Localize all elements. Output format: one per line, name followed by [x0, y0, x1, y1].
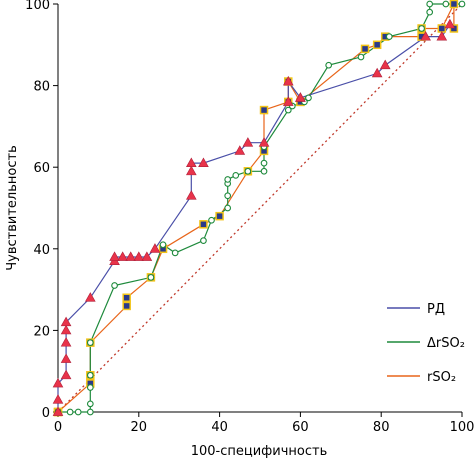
point-rso2 [437, 24, 447, 33]
point-drso2 [200, 237, 207, 244]
point-rd [379, 59, 391, 70]
point-drso2 [458, 0, 466, 8]
point-drso2 [244, 167, 252, 175]
point-drso2 [357, 53, 365, 61]
point-rd [60, 353, 72, 363]
point-drso2 [224, 176, 232, 183]
legend-label-drso2: ΔrSO₂ [427, 336, 465, 351]
point-rd [444, 18, 456, 29]
legend: РД ΔrSO₂ rSO₂ [387, 302, 465, 385]
point-rd [141, 251, 153, 261]
series-line-rd [57, 24, 451, 412]
point-drso2 [426, 0, 434, 8]
point-rd [85, 292, 96, 302]
x-tick-label: 0 [54, 420, 62, 435]
point-rd [436, 31, 448, 41]
point-drso2 [86, 408, 94, 416]
point-rd [186, 165, 197, 176]
point-rso2 [259, 105, 269, 115]
point-rd [282, 96, 294, 106]
point-drso2 [86, 371, 94, 379]
legend-label-rso2: rSO₂ [427, 370, 456, 385]
y-tick-label: 80 [33, 80, 50, 95]
legend-label-rd: РД [427, 302, 445, 317]
x-tick-label: 40 [211, 420, 228, 435]
axis-ticks: 0 20 40 60 80 100 0 20 40 60 80 100 [25, 0, 474, 435]
point-rd [282, 75, 294, 86]
point-rso2 [372, 40, 382, 50]
y-axis-title: Чувствительность [5, 145, 20, 270]
point-drso2 [260, 167, 268, 175]
point-rso2 [449, 24, 459, 33]
x-tick-label: 80 [373, 420, 390, 435]
y-tick-label: 20 [33, 324, 50, 339]
y-tick-label: 100 [25, 0, 50, 13]
point-drso2 [442, 0, 450, 8]
x-axis-title: 100-специфичность [191, 444, 328, 459]
point-rd [234, 145, 246, 155]
point-drso2 [385, 33, 393, 40]
point-drso2 [159, 241, 167, 249]
point-rso2 [199, 220, 208, 229]
point-rd [420, 31, 431, 41]
point-rd [242, 137, 254, 147]
reference-line [57, 3, 463, 413]
series-line-rso2 [57, 3, 455, 413]
x-tick-label: 60 [292, 420, 309, 435]
series-layer [52, 0, 466, 417]
point-rd [60, 369, 72, 380]
point-drso2 [86, 384, 94, 391]
point-rd [133, 251, 145, 261]
point-rd [186, 190, 197, 200]
point-drso2 [305, 94, 312, 102]
point-rd [60, 324, 72, 335]
point-rd [109, 251, 120, 261]
point-drso2 [325, 61, 333, 69]
point-drso2 [418, 25, 425, 32]
point-drso2 [66, 408, 74, 416]
point-rd [52, 406, 64, 416]
x-tick-label: 20 [131, 420, 148, 435]
point-drso2 [426, 8, 434, 16]
point-drso2 [260, 159, 268, 167]
point-drso2 [232, 172, 240, 179]
point-drso2 [171, 249, 179, 257]
point-rso2 [122, 293, 131, 303]
point-rd [60, 316, 72, 327]
point-drso2 [86, 339, 94, 346]
point-drso2 [284, 106, 292, 114]
point-rd [52, 394, 64, 404]
y-tick-label: 0 [42, 406, 50, 421]
point-drso2 [111, 282, 118, 289]
point-drso2 [86, 400, 94, 408]
point-rd [186, 157, 197, 168]
point-rd [371, 67, 383, 78]
plot-frame [57, 4, 462, 413]
point-drso2 [147, 274, 155, 281]
reference-diagonal [57, 3, 463, 413]
point-rd [60, 337, 72, 347]
point-rd [117, 251, 128, 261]
y-tick-label: 60 [33, 161, 50, 176]
point-rd [125, 251, 137, 261]
point-drso2 [224, 204, 232, 212]
y-tick-label: 40 [33, 243, 50, 258]
point-rd [149, 243, 161, 253]
point-rd [295, 92, 306, 102]
point-rd [198, 157, 209, 168]
point-rd [52, 377, 64, 388]
point-rd [258, 137, 270, 147]
point-drso2 [224, 192, 232, 200]
point-rso2 [215, 211, 224, 221]
point-rso2 [360, 44, 370, 54]
point-rso2 [122, 301, 131, 311]
x-tick-label: 100 [450, 420, 474, 435]
point-drso2 [74, 408, 82, 416]
point-drso2 [208, 216, 215, 224]
point-rso2 [449, 0, 459, 9]
